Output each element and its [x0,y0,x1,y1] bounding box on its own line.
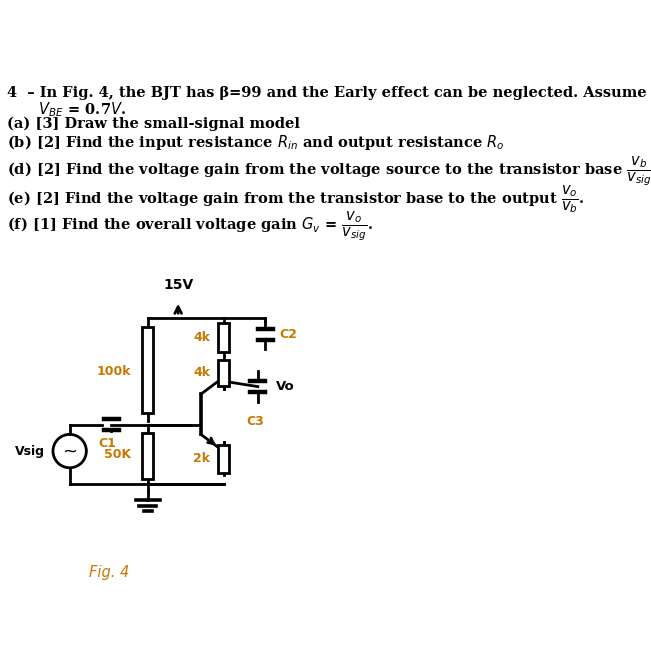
Text: 4  – In Fig. 4, the BJT has β=99 and the Early effect can be neglected. Assume: 4 – In Fig. 4, the BJT has β=99 and the … [7,86,647,100]
Bar [218,324,229,352]
Text: 4k: 4k [193,331,210,344]
Text: 4k: 4k [193,366,210,380]
Text: 100k: 100k [96,365,131,378]
Text: Vo: Vo [276,380,295,393]
Text: 15V: 15V [163,277,193,292]
Text: (a) [3] Draw the small-signal model: (a) [3] Draw the small-signal model [7,117,301,131]
Text: C2: C2 [279,328,297,341]
Text: (b) [2] Find the input resistance $R_{in}$ and output resistance $R_o$: (b) [2] Find the input resistance $R_{in… [7,133,505,152]
Text: $V_{BE}$ = 0.7$V$.: $V_{BE}$ = 0.7$V$. [18,100,126,119]
Bar [143,433,153,479]
Text: ~: ~ [62,442,77,460]
Text: (e) [2] Find the voltage gain from the transistor base to the output $\dfrac{v_o: (e) [2] Find the voltage gain from the t… [7,183,585,215]
Text: Fig. 4: Fig. 4 [89,565,129,580]
Text: C1: C1 [98,437,116,449]
Text: (d) [2] Find the voltage gain from the voltage source to the transistor base $\d: (d) [2] Find the voltage gain from the v… [7,154,651,188]
Text: C3: C3 [246,415,264,428]
Text: Vsig: Vsig [16,445,46,457]
Text: (f) [1] Find the overall voltage gain $G_v$ = $\dfrac{v_o}{v_{sig}}$.: (f) [1] Find the overall voltage gain $G… [7,209,374,243]
Bar [143,326,153,413]
Text: 50K: 50K [104,447,131,461]
Bar [218,445,229,473]
Text: 2k: 2k [193,452,210,465]
Bar [218,360,229,386]
